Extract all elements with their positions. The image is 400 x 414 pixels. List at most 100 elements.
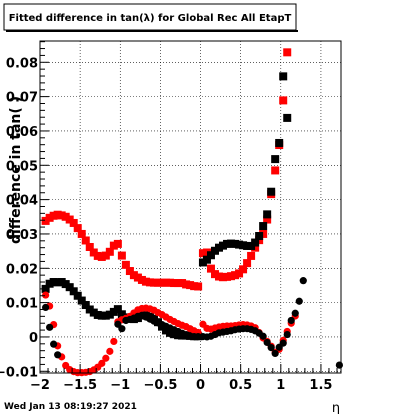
- data-point-square: [219, 273, 228, 282]
- data-point-square: [267, 187, 276, 196]
- data-point-square: [81, 301, 90, 310]
- data-point-square: [219, 241, 228, 250]
- y-axis-label: difference in tan( ): [8, 96, 24, 244]
- data-point-square: [141, 277, 150, 286]
- data-point-square: [41, 284, 50, 293]
- data-point-square: [174, 331, 183, 340]
- data-point-square: [153, 278, 162, 287]
- data-point-circle: [50, 340, 58, 348]
- data-point-square: [259, 222, 268, 231]
- data-point-square: [49, 278, 58, 287]
- data-point-square: [117, 310, 126, 319]
- data-point-square: [49, 211, 58, 220]
- x-tick-label: −1: [110, 378, 130, 393]
- y-tick-label: −0.01: [0, 365, 38, 380]
- data-point-square: [121, 260, 130, 269]
- data-point-square: [77, 296, 86, 305]
- data-point-square: [81, 236, 90, 245]
- data-point-square: [53, 210, 62, 219]
- data-point-square: [57, 211, 66, 220]
- data-point-square: [45, 213, 54, 222]
- data-point-square: [206, 251, 215, 260]
- axes: −2 −1.5 −1 −0.5 0 0.5 1 1.5 −0.01 0 0.01 0.02 0.03 0.…: [0, 40, 342, 393]
- data-point-square: [166, 278, 175, 287]
- data-point-square: [186, 281, 195, 290]
- data-point-square: [243, 259, 252, 268]
- data-point-square: [133, 273, 142, 282]
- data-point-square: [206, 264, 215, 273]
- data-point-square: [145, 278, 154, 287]
- data-point-square: [251, 238, 260, 247]
- data-point-square: [85, 242, 94, 251]
- y-tick-label: 0.06: [6, 125, 38, 140]
- data-point-square: [101, 311, 110, 320]
- data-point-square: [137, 275, 146, 284]
- data-point-square: [182, 280, 191, 289]
- data-point-square: [93, 310, 102, 319]
- data-point-square: [279, 96, 288, 105]
- data-point-square: [57, 278, 66, 287]
- x-tick-label: −1.5: [63, 378, 97, 393]
- data-point-square: [243, 241, 252, 250]
- data-point-circle: [279, 339, 287, 347]
- data-point-square: [263, 210, 272, 219]
- data-point-square: [53, 278, 62, 287]
- data-point-square: [41, 216, 50, 225]
- data-point-circle: [102, 354, 110, 362]
- data-point-circle: [283, 330, 291, 339]
- x-axis-label: η: [332, 401, 340, 414]
- data-point-square: [69, 287, 78, 296]
- data-point-circle: [267, 343, 275, 352]
- data-point-square: [149, 278, 158, 287]
- data-point-square: [283, 113, 292, 122]
- data-point-square: [97, 311, 106, 320]
- data-point-square: [65, 215, 74, 224]
- data-point-square: [275, 138, 284, 147]
- title-box: [3, 3, 297, 31]
- x-tick-label: 1: [276, 378, 285, 393]
- y-tick-label: 0.01: [6, 297, 38, 312]
- data-point-square: [202, 248, 211, 257]
- data-point-square: [198, 258, 207, 267]
- data-point-square: [178, 279, 187, 288]
- data-point-square: [263, 215, 272, 224]
- data-point-square: [105, 310, 114, 319]
- data-point-circle: [110, 337, 118, 346]
- plot-frame: [39, 40, 342, 374]
- data-point-square: [117, 251, 126, 260]
- chart-title: Fitted difference in tan(λ) for Global R…: [9, 13, 292, 24]
- y-tick-label: 0.04: [6, 194, 38, 209]
- data-point-square: [162, 278, 171, 287]
- data-point-square: [231, 271, 240, 280]
- data-point-square: [210, 246, 219, 255]
- x-tick-label: −2: [30, 378, 50, 393]
- data-point-circle: [287, 316, 295, 325]
- data-point-square: [129, 271, 138, 280]
- data-point-square: [113, 239, 122, 248]
- data-point-square: [89, 248, 98, 257]
- data-point-square: [109, 241, 118, 250]
- data-point-square: [227, 272, 236, 281]
- title-box-shadow: [6, 30, 298, 32]
- data-point-circle: [291, 309, 299, 317]
- data-point-circle: [271, 349, 279, 358]
- data-point-square: [97, 252, 106, 261]
- x-tick-label: 0.5: [229, 378, 252, 393]
- grid-lines: [40, 41, 341, 373]
- data-point-square: [235, 269, 244, 278]
- y-tick-label: 0.03: [6, 228, 38, 243]
- data-point-square: [109, 307, 118, 316]
- data-point-square: [223, 272, 232, 281]
- data-point-square: [210, 270, 219, 279]
- data-point-square: [259, 229, 268, 238]
- data-point-square: [283, 48, 292, 57]
- data-point-square: [170, 330, 179, 339]
- y-tick-label: 0.05: [6, 159, 38, 174]
- data-point-square: [231, 239, 240, 248]
- data-point-square: [190, 282, 199, 291]
- x-tick-label: −0.5: [143, 378, 177, 393]
- data-point-square: [73, 291, 82, 300]
- data-point-square: [194, 282, 203, 291]
- data-point-square: [198, 249, 207, 258]
